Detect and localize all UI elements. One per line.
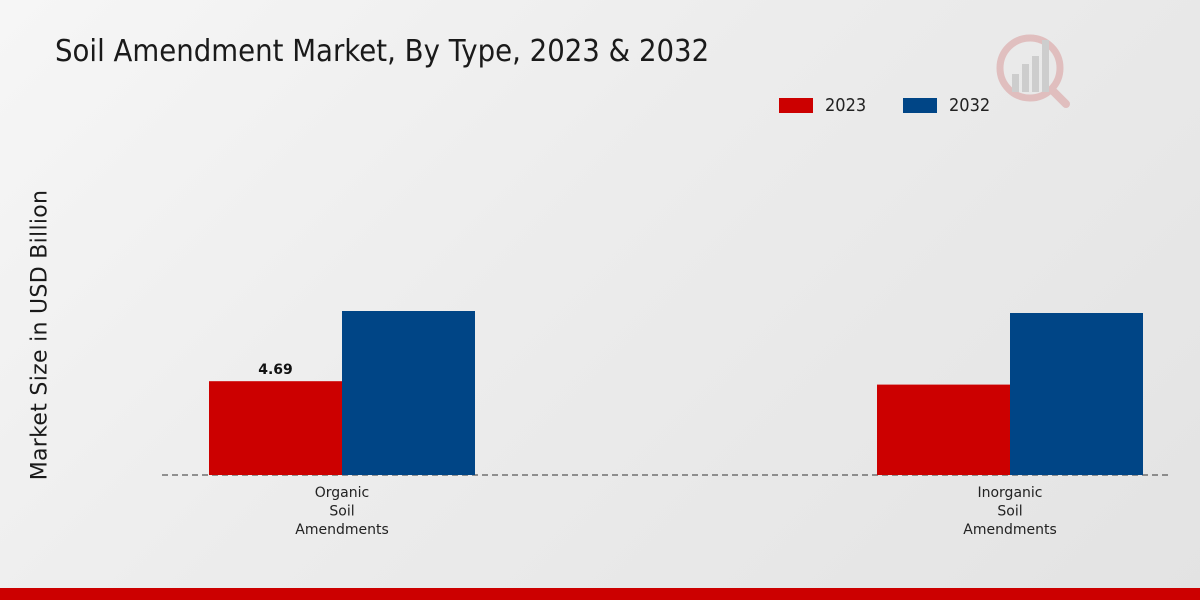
data-label: 4.69 [258,362,293,378]
chart-title: Soil Amendment Market, By Type, 2023 & 2… [55,34,710,69]
legend-swatch-2023 [779,98,813,113]
x-tick-label: Organic Soil Amendments [295,485,389,538]
watermark-logo-icon [996,34,1070,108]
legend-label-2032: 2032 [948,95,991,116]
bar-2023-1 [877,384,1010,475]
chart-legend: 2023 2032 [779,95,1027,116]
bar-2032-0 [342,311,475,475]
legend-item-2023: 2023 [779,95,871,116]
x-tick-label: Inorganic Soil Amendments [963,485,1057,538]
footer-bar [0,588,1200,600]
legend-swatch-2032 [902,98,937,113]
bar-2032-1 [1010,313,1143,475]
legend-label-2023: 2023 [825,95,867,116]
bar-2023-0 [209,381,342,475]
legend-item-2032: 2032 [902,95,995,116]
